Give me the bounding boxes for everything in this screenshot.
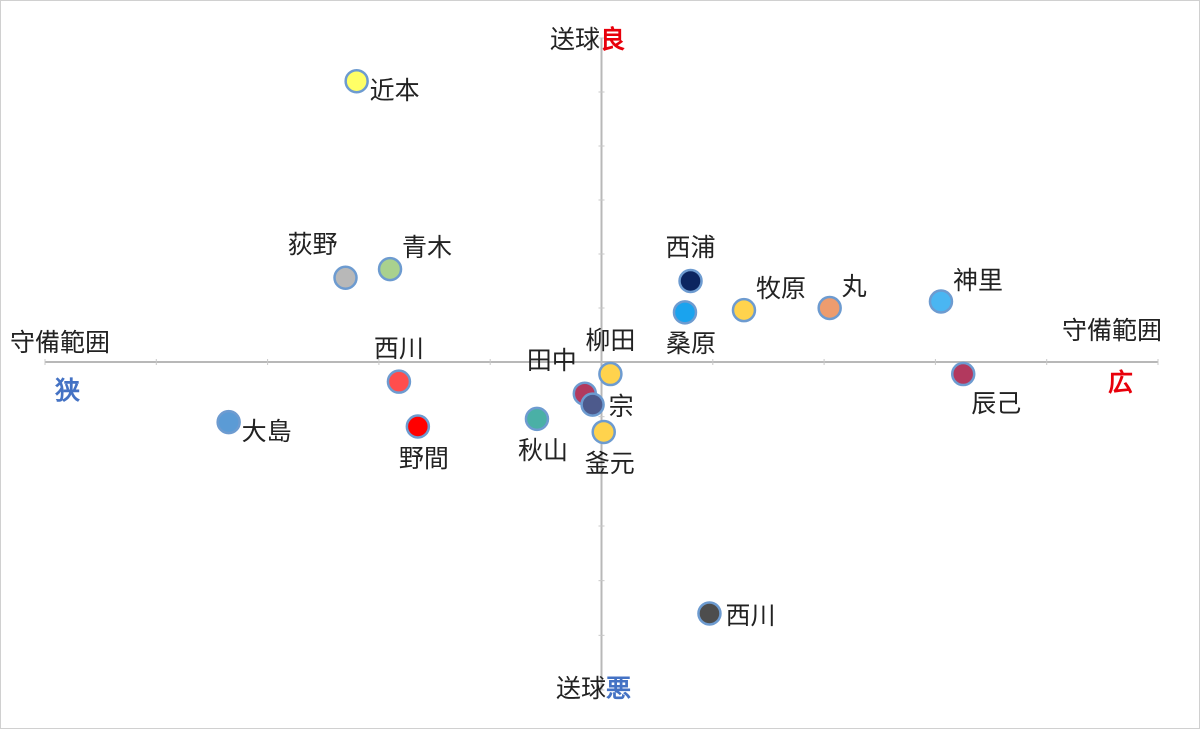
top-axis-prefix: 送球 <box>550 25 601 54</box>
axes <box>45 38 1158 690</box>
data-point <box>731 297 757 323</box>
data-point <box>377 256 403 282</box>
top-axis-label: 送球良 <box>550 27 625 52</box>
data-point-label: 丸 <box>841 272 867 301</box>
data-point <box>928 289 954 314</box>
data-point-label: 牧原 <box>755 274 806 304</box>
right-axis-label: 守備範囲 <box>1062 316 1163 345</box>
data-point-label: 西川 <box>373 333 424 363</box>
data-point <box>598 361 623 387</box>
data-point <box>817 295 842 321</box>
data-point-label: 桑原 <box>665 329 716 359</box>
data-point <box>697 601 722 626</box>
data-point-label: 近本 <box>369 76 420 106</box>
data-point <box>386 369 412 394</box>
data-point <box>580 392 605 417</box>
data-point <box>216 409 241 435</box>
axis-ticks <box>44 37 1159 691</box>
data-point <box>405 414 431 439</box>
data-point-label: 荻野 <box>287 229 338 259</box>
data-point <box>524 406 550 432</box>
bottom-axis-accent: 悪 <box>606 674 632 703</box>
top-axis-accent: 良 <box>600 25 626 54</box>
data-point <box>678 268 703 294</box>
data-points <box>216 68 976 626</box>
data-point-label: 西川 <box>725 600 776 630</box>
data-point-label: 青木 <box>402 233 453 263</box>
left-axis-accent: 狭 <box>55 376 81 405</box>
data-point <box>591 419 616 445</box>
data-point <box>950 361 976 387</box>
data-point-label: 田中 <box>526 345 577 375</box>
data-point-label: 釜元 <box>584 448 635 478</box>
right-axis-accent: 広 <box>1108 368 1134 397</box>
data-point <box>344 68 369 94</box>
data-point-label: 宗 <box>608 392 634 422</box>
bottom-axis-prefix: 送球 <box>556 674 607 703</box>
data-point-label: 秋山 <box>517 435 568 465</box>
data-point-label: 柳田 <box>585 326 636 356</box>
data-point <box>333 265 358 291</box>
data-point <box>672 300 698 325</box>
data-point-label: 神里 <box>952 265 1003 295</box>
data-point-label: 野間 <box>398 443 449 473</box>
bottom-axis-label: 送球悪 <box>556 676 631 701</box>
left-axis-label: 守備範囲 <box>10 328 111 357</box>
data-point-label: 辰己 <box>971 389 1022 419</box>
data-point-label: 大島 <box>241 417 292 447</box>
data-point-label: 西浦 <box>665 233 716 262</box>
